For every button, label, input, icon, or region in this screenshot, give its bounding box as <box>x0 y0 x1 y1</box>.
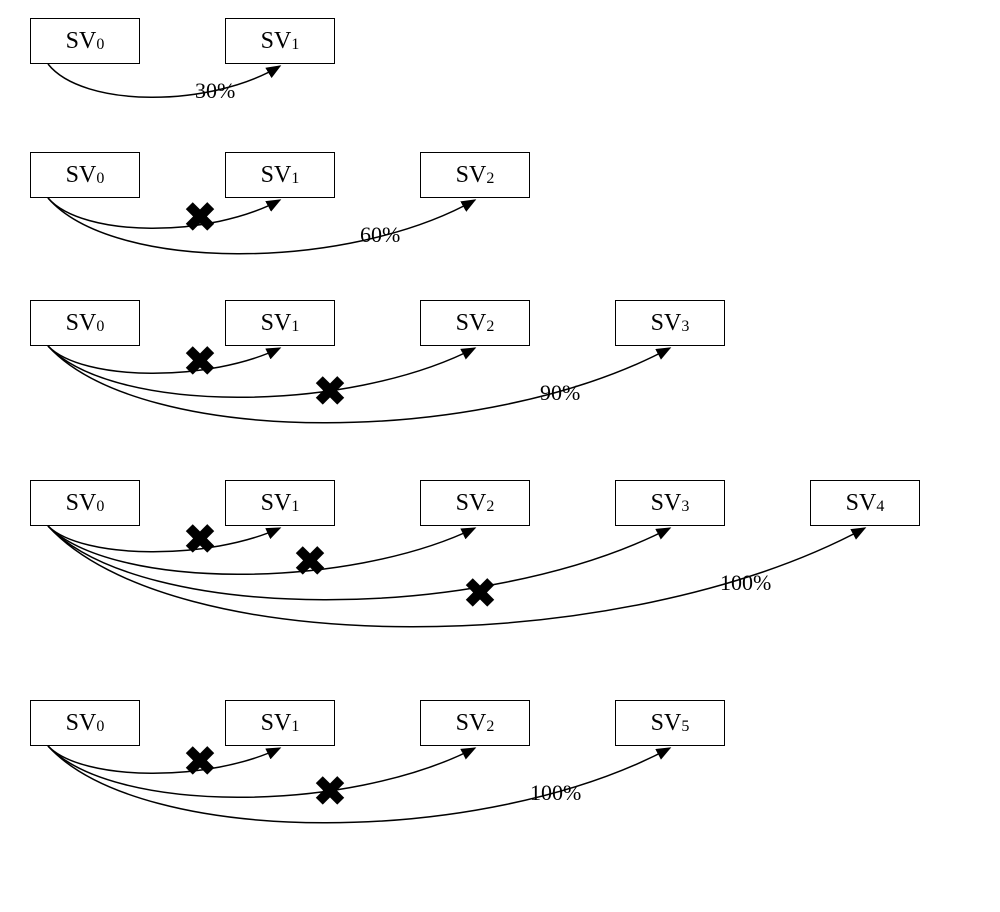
node: SV1 <box>225 480 335 526</box>
edge-label: 30% <box>195 78 235 104</box>
node: SV1 <box>225 18 335 64</box>
cross-icon: ✖ <box>183 742 217 782</box>
node: SV3 <box>615 480 725 526</box>
cross-icon: ✖ <box>183 198 217 238</box>
node: SV0 <box>30 700 140 746</box>
node: SV3 <box>615 300 725 346</box>
node: SV2 <box>420 300 530 346</box>
node: SV5 <box>615 700 725 746</box>
arrows-layer <box>0 0 1000 912</box>
edge-label: 60% <box>360 222 400 248</box>
cross-icon: ✖ <box>463 574 497 614</box>
node: SV2 <box>420 152 530 198</box>
node: SV2 <box>420 480 530 526</box>
edge-label: 100% <box>720 570 771 596</box>
cross-icon: ✖ <box>313 772 347 812</box>
node: SV0 <box>30 18 140 64</box>
edge-label: 90% <box>540 380 580 406</box>
cross-icon: ✖ <box>293 542 327 582</box>
node: SV4 <box>810 480 920 526</box>
node: SV0 <box>30 300 140 346</box>
node: SV0 <box>30 480 140 526</box>
cross-icon: ✖ <box>313 372 347 412</box>
node: SV1 <box>225 700 335 746</box>
cross-icon: ✖ <box>183 520 217 560</box>
diagram-canvas: SV0 SV1 30% SV0 SV1 SV2 ✖ 60% SV0 SV1 SV2 SV3 ✖ ✖ 90% S… <box>0 0 1000 912</box>
edge-label: 100% <box>530 780 581 806</box>
node: SV0 <box>30 152 140 198</box>
node: SV1 <box>225 152 335 198</box>
cross-icon: ✖ <box>183 342 217 382</box>
node: SV1 <box>225 300 335 346</box>
node: SV2 <box>420 700 530 746</box>
